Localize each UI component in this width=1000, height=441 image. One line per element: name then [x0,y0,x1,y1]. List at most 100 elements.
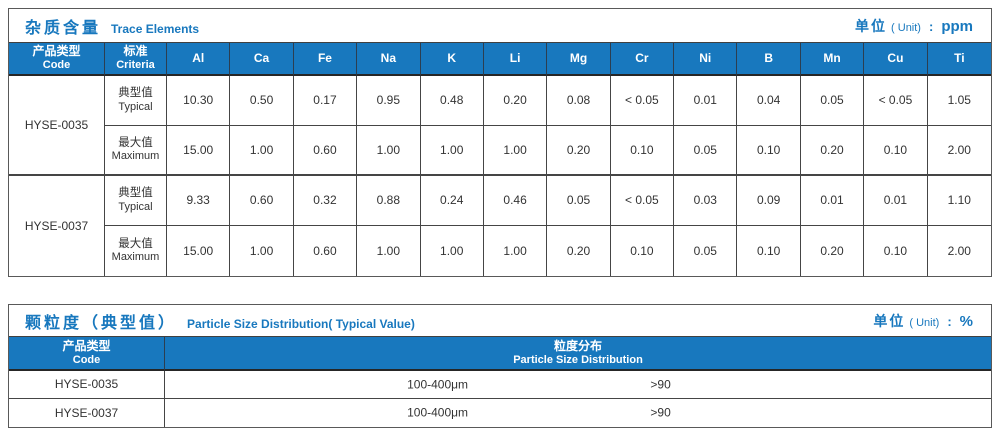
value-mn: 0.20 [800,126,865,176]
percent-value: >90 [650,377,671,391]
criteria-en: Maximum [111,150,160,163]
col-header-distribution-en: Particle Size Distribution [513,353,643,366]
value-text: 10.30 [183,93,214,107]
distribution-cell: 100-400μm >90 [165,399,991,427]
particle-size-section: 颗粒度（典型值） Particle Size Distribution( Typ… [8,304,992,428]
section-title-en: Trace Elements [111,21,200,36]
value-text: 1.00 [376,142,401,157]
unit-paren: ( Unit) [891,21,921,34]
element-symbol: Ni [699,51,712,65]
value-mg: 0.20 [547,126,611,176]
value-text: 0.09 [756,193,781,207]
col-header-distribution-zh: 粒度分布 [553,338,602,353]
unit-colon: : [928,18,934,34]
value-text: 0.05 [820,93,844,107]
value-mn: 0.20 [800,226,865,276]
value-text: 0.20 [566,142,591,157]
value-li: 0.20 [483,76,548,126]
product-code: HYSE-0037 [9,176,105,276]
value-li: 0.46 [483,176,548,226]
value-na: 0.88 [357,176,421,226]
value-cr: < 0.05 [610,176,675,226]
unit-paren: ( Unit) [909,316,940,329]
value-k: 0.24 [420,176,484,226]
criteria-en: Maximum [111,251,160,264]
value-al: 15.00 [167,226,231,276]
value-text: 0.24 [440,193,464,207]
product-code: HYSE-0037 [9,399,165,427]
value-text: 0.60 [249,193,274,207]
element-symbol: Na [380,51,396,65]
value-mg: 0.05 [547,176,611,226]
value-ni: 0.01 [674,76,738,126]
col-header-distribution: 粒度分布 Particle Size Distribution [165,337,991,371]
element-symbol: Ca [253,51,270,65]
element-symbol: Mg [569,51,588,65]
value-text: 0.10 [883,142,908,157]
value-text: 9.33 [186,193,210,207]
value-b: 0.09 [737,176,801,226]
element-symbol: Ti [954,51,965,65]
element-symbol: Al [192,51,205,65]
value-ni: 0.05 [674,126,738,176]
section-title-en: Particle Size Distribution( Typical Valu… [187,316,415,331]
value-cu: 0.10 [864,126,928,176]
value-ca: 0.50 [230,76,294,126]
value-na: 1.00 [357,226,421,276]
value-cu: 0.01 [864,176,928,226]
value-text: 0.32 [313,193,337,207]
col-header-element-ca: Ca [230,43,294,76]
value-cu: < 0.05 [864,76,928,126]
unit-value: ppm [941,17,973,35]
product-code-text: HYSE-0037 [24,218,89,233]
value-ni: 0.03 [674,176,738,226]
value-k: 0.48 [420,76,484,126]
size-range: 100-400μm [407,405,469,420]
col-header-element-na: Na [357,43,421,76]
value-text: 0.46 [503,193,527,207]
value-text: 0.20 [503,93,527,107]
value-na: 1.00 [357,126,421,176]
criteria-label: 最大值 Maximum [105,126,167,176]
criteria-zh: 典型值 [118,87,153,100]
col-header-element-mg: Mg [547,43,611,76]
col-header-code: 产品类型 Code [9,43,105,76]
value-text: 0.10 [756,142,781,157]
value-li: 1.00 [483,126,548,176]
value-mg: 0.20 [547,226,611,276]
col-header-element-fe: Fe [293,43,358,76]
col-header-code-zh: 产品类型 [32,44,81,59]
value-fe: 0.60 [293,226,358,276]
col-header-element-ni: Ni [674,43,738,76]
value-b: 0.10 [737,126,801,176]
unit-label: 单位 ( Unit) : ppm [855,16,973,36]
value-text: < 0.05 [625,93,659,107]
col-header-element-mn: Mn [800,43,865,76]
value-text: 0.03 [693,193,717,207]
value-cr: 0.10 [610,126,675,176]
product-code: HYSE-0035 [9,76,105,176]
criteria-zh: 最大值 [118,136,153,149]
value-text: 0.05 [693,142,717,157]
value-text: 0.60 [313,142,337,157]
value-cr: 0.10 [610,226,675,276]
value-ca: 1.00 [230,126,294,176]
value-text: 1.00 [503,142,527,157]
value-mn: 0.05 [800,76,865,126]
element-symbol: K [447,51,457,65]
value-text: < 0.05 [625,193,659,207]
value-ti: 1.05 [927,76,991,126]
value-ti: 2.00 [927,126,991,176]
col-header-element-k: K [420,43,484,76]
value-text: 0.50 [249,93,274,107]
spec-sheet-page: { "colors": { "accent": "#1878be", "head… [0,8,1000,441]
element-symbol: Fe [317,51,332,65]
value-k: 1.00 [420,226,484,276]
value-ti: 1.10 [927,176,991,226]
value-b: 0.10 [737,226,801,276]
criteria-zh: 最大值 [118,237,153,250]
col-header-code-zh: 产品类型 [62,338,111,353]
element-symbol: Cu [887,51,904,65]
value-text: 0.10 [630,243,654,258]
value-text: 1.00 [249,243,274,258]
